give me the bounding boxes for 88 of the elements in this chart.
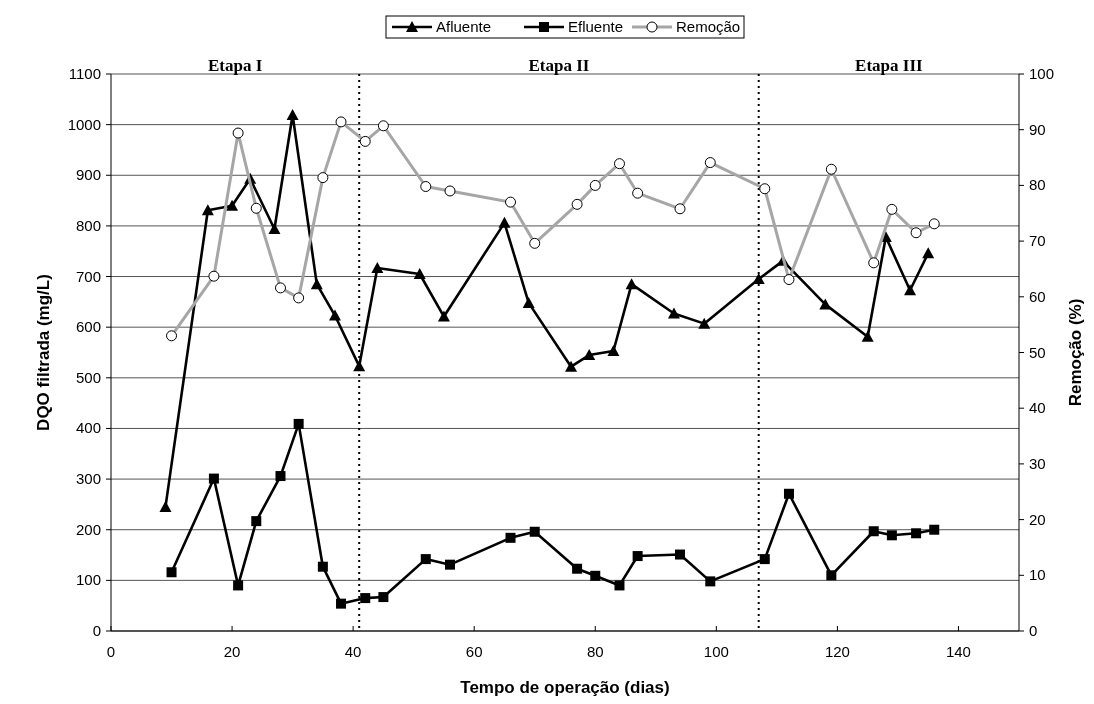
point bbox=[251, 516, 262, 527]
point bbox=[572, 563, 583, 574]
point bbox=[505, 532, 516, 543]
point bbox=[413, 268, 426, 280]
y2-tick-label: 10 bbox=[1029, 566, 1046, 584]
x-tick-label: 60 bbox=[465, 643, 483, 660]
annotation: Etapa I bbox=[207, 56, 263, 75]
x-tick-label: 140 bbox=[945, 643, 971, 660]
y2-axis-title: Remoção (%) bbox=[1066, 298, 1085, 407]
y2-tick-label: 60 bbox=[1029, 287, 1046, 305]
point bbox=[233, 580, 244, 591]
point bbox=[625, 278, 638, 290]
y2-tick-label: 40 bbox=[1029, 399, 1046, 417]
point bbox=[371, 261, 384, 273]
legend-label: Afluente bbox=[436, 18, 492, 35]
point bbox=[590, 570, 601, 581]
point bbox=[529, 526, 540, 537]
point bbox=[583, 349, 596, 361]
y2-tick-label: 90 bbox=[1029, 120, 1046, 138]
point bbox=[667, 307, 680, 319]
point bbox=[310, 278, 323, 290]
point bbox=[166, 567, 177, 578]
point bbox=[783, 488, 794, 499]
x-tick-label: 0 bbox=[106, 643, 116, 660]
x-tick-label: 100 bbox=[703, 643, 729, 660]
y2-tick-label: 20 bbox=[1029, 510, 1046, 528]
point bbox=[498, 216, 511, 228]
point bbox=[360, 593, 371, 604]
point bbox=[353, 360, 366, 372]
point bbox=[861, 330, 874, 342]
y2-tick-label: 100 bbox=[1029, 65, 1055, 82]
point bbox=[201, 204, 214, 216]
point bbox=[437, 310, 450, 322]
point bbox=[759, 554, 770, 565]
x-tick-label: 20 bbox=[223, 643, 241, 660]
x-tick-label: 80 bbox=[586, 643, 604, 660]
point bbox=[208, 473, 219, 484]
annotation: Etapa II bbox=[528, 56, 590, 75]
y-tick-label: 700 bbox=[75, 267, 101, 285]
y-tick-label: 900 bbox=[75, 166, 101, 184]
point bbox=[444, 559, 455, 570]
point bbox=[293, 418, 304, 429]
point bbox=[705, 576, 716, 587]
y-tick-label: 0 bbox=[92, 622, 101, 639]
point bbox=[286, 109, 299, 121]
point bbox=[868, 526, 879, 537]
point bbox=[565, 360, 578, 372]
y-tick-label: 1000 bbox=[67, 115, 101, 133]
y-tick-label: 500 bbox=[75, 368, 101, 386]
point bbox=[328, 309, 341, 321]
point bbox=[922, 247, 935, 259]
y2-tick-label: 80 bbox=[1029, 176, 1046, 194]
x-tick-label: 120 bbox=[824, 643, 850, 660]
point bbox=[911, 528, 922, 539]
point bbox=[929, 524, 940, 535]
point bbox=[826, 570, 837, 581]
point bbox=[675, 549, 686, 560]
y-axis-title: DQO filtrada (mg/L) bbox=[34, 274, 53, 431]
y-tick-label: 1100 bbox=[68, 65, 101, 82]
y-tick-label: 100 bbox=[75, 571, 101, 589]
point bbox=[420, 554, 431, 565]
point bbox=[336, 598, 347, 609]
point bbox=[886, 530, 897, 541]
y2-tick-label: 50 bbox=[1029, 343, 1046, 361]
y-tick-label: 600 bbox=[75, 318, 101, 336]
point bbox=[226, 199, 239, 211]
y2-tick-label: 70 bbox=[1029, 232, 1046, 250]
point bbox=[819, 298, 832, 310]
legend-label: Remoção bbox=[676, 18, 741, 35]
point bbox=[904, 284, 917, 296]
legend-label: Efluente bbox=[568, 18, 624, 35]
y-tick-label: 300 bbox=[75, 470, 101, 488]
annotation: Etapa III bbox=[855, 56, 924, 75]
point bbox=[275, 471, 286, 482]
y-tick-label: 800 bbox=[75, 216, 101, 234]
y2-tick-label: 30 bbox=[1029, 454, 1046, 472]
point bbox=[607, 344, 620, 356]
y-tick-label: 400 bbox=[75, 419, 101, 437]
point bbox=[317, 561, 328, 572]
point bbox=[698, 317, 711, 329]
x-axis-title: Tempo de operação (dias) bbox=[460, 678, 670, 697]
point bbox=[522, 296, 535, 308]
point bbox=[632, 551, 643, 562]
x-tick-label: 40 bbox=[344, 643, 362, 660]
point bbox=[614, 580, 625, 591]
y-tick-label: 200 bbox=[75, 520, 101, 538]
y2-tick-label: 0 bbox=[1029, 622, 1038, 639]
point bbox=[378, 592, 389, 603]
